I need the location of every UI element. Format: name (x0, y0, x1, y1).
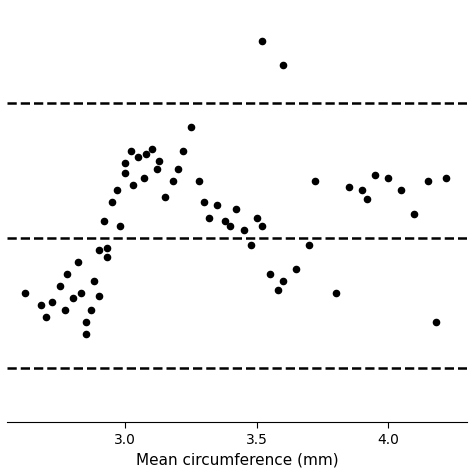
Point (77, 290, 84, 297)
Point (240, 226, 247, 233)
Point (87, 306, 95, 314)
Point (148, 145, 155, 153)
Point (253, 214, 261, 221)
Point (74, 258, 82, 266)
Point (69, 294, 76, 302)
Point (279, 277, 287, 285)
Point (410, 210, 418, 218)
X-axis label: Mean circumference (mm): Mean circumference (mm) (136, 452, 338, 467)
Point (258, 222, 266, 230)
Point (121, 169, 129, 177)
Point (206, 214, 213, 221)
Point (95, 292, 103, 300)
Point (82, 330, 90, 338)
Point (332, 290, 339, 297)
Point (179, 147, 187, 155)
Point (61, 306, 69, 314)
Point (140, 174, 147, 182)
Point (64, 270, 71, 278)
Point (37, 301, 45, 309)
Point (103, 244, 110, 251)
Point (258, 37, 266, 45)
Point (248, 241, 255, 249)
Point (384, 174, 392, 182)
Point (82, 319, 90, 326)
Point (56, 283, 64, 290)
Point (213, 202, 221, 210)
Point (95, 246, 103, 254)
Point (127, 147, 134, 155)
Point (358, 186, 365, 194)
Point (135, 154, 142, 161)
Point (100, 218, 108, 225)
Point (174, 165, 182, 173)
Point (195, 178, 203, 185)
Point (129, 181, 137, 189)
Point (109, 198, 116, 206)
Point (364, 196, 371, 203)
Point (232, 205, 239, 213)
Point (121, 160, 129, 167)
Point (274, 286, 282, 293)
Point (153, 165, 161, 173)
Point (103, 254, 110, 261)
Point (311, 178, 319, 185)
Point (201, 198, 208, 206)
Point (292, 265, 300, 273)
Point (90, 277, 98, 285)
Point (48, 298, 55, 306)
Point (227, 222, 234, 230)
Point (143, 150, 150, 157)
Point (114, 186, 121, 194)
Point (116, 222, 124, 230)
Point (161, 193, 168, 201)
Point (371, 172, 379, 179)
Point (432, 319, 439, 326)
Point (187, 124, 195, 131)
Point (21, 290, 29, 297)
Point (43, 314, 50, 321)
Point (306, 241, 313, 249)
Point (155, 157, 163, 165)
Point (266, 270, 273, 278)
Point (279, 61, 287, 69)
Point (169, 178, 176, 185)
Point (424, 178, 431, 185)
Point (442, 174, 450, 182)
Point (345, 183, 353, 191)
Point (221, 218, 229, 225)
Point (398, 186, 405, 194)
